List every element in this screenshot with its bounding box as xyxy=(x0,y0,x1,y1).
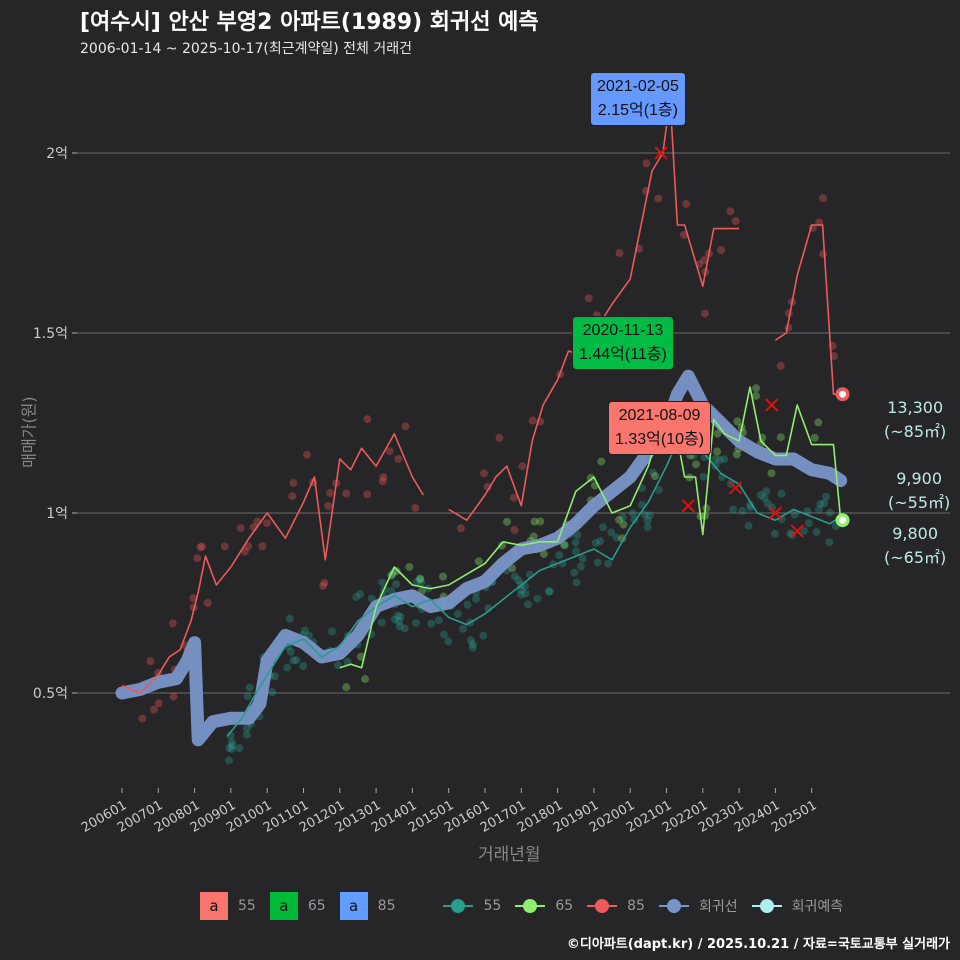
footer-credit: ©디아파트(dapt.kr) / 2025.10.21 / 자료=국토교통부 실… xyxy=(566,937,950,952)
annotation-max-55: 2021-08-09 1.33억(10층) xyxy=(608,401,712,455)
prediction-label-65: 9,800 (~65㎡) xyxy=(884,522,946,570)
prediction-value: 9,900 xyxy=(896,469,943,488)
legend-box-85: a xyxy=(339,892,368,920)
chart-subtitle: 2006-01-14 ~ 2025-10-17(최근계약일) 전체 거래건 xyxy=(80,41,412,57)
prediction-label-55: 9,900 (~55㎡) xyxy=(888,467,950,515)
legend-line-65-icon xyxy=(515,899,546,913)
legend-line-55-icon xyxy=(443,899,474,913)
annotation-date: 2020-11-13 xyxy=(582,322,664,339)
chart-title: [여수시] 안산 부영2 아파트(1989) 회귀선 예측 xyxy=(80,10,539,35)
y-axis-label: 매매가(원) xyxy=(19,396,39,468)
legend-box-65: a xyxy=(269,892,298,920)
legend-regression-icon xyxy=(658,899,689,913)
annotation-value: 1.44억(11층) xyxy=(579,346,667,363)
legend-label: 65 xyxy=(307,898,326,914)
annotation-max-65: 2020-11-13 1.44억(11층) xyxy=(572,316,674,370)
y-tick-label: 2억 xyxy=(46,146,68,162)
y-tick-label: 1.5억 xyxy=(32,326,68,342)
annotation-max-85: 2021-02-05 2.15억(1층) xyxy=(590,72,686,126)
legend-prediction-icon xyxy=(751,899,782,913)
legend: a 55 a 65 a 85 55 65 85 회귀선 회귀예측 xyxy=(200,892,857,920)
prediction-label-85: 13,300 (~85㎡) xyxy=(884,396,946,444)
y-tick-label: 0.5억 xyxy=(32,686,68,702)
prediction-value: 9,800 xyxy=(892,524,939,543)
legend-box-55: a xyxy=(200,892,228,920)
annotation-date: 2021-08-09 xyxy=(618,407,701,424)
legend-label: 65 xyxy=(555,898,574,914)
legend-label: 85 xyxy=(377,898,396,914)
y-tick-label: 1억 xyxy=(46,506,68,522)
prediction-value: 13,300 xyxy=(887,398,944,417)
legend-label: 회귀선 xyxy=(698,899,738,915)
legend-label: 55 xyxy=(483,898,502,914)
annotation-date: 2021-02-05 xyxy=(597,78,679,95)
prediction-area: (~55㎡) xyxy=(888,493,951,512)
legend-label: 회귀예측 xyxy=(791,899,844,915)
legend-label: 55 xyxy=(238,898,256,914)
legend-label: 85 xyxy=(627,898,645,914)
prediction-area: (~65㎡) xyxy=(884,548,947,567)
legend-line-85-icon xyxy=(587,899,618,913)
prediction-area: (~85㎡) xyxy=(884,422,947,441)
annotation-value: 1.33억(10층) xyxy=(615,431,705,448)
annotation-value: 2.15억(1층) xyxy=(597,102,678,119)
x-axis-label: 거래년월 xyxy=(478,845,541,865)
